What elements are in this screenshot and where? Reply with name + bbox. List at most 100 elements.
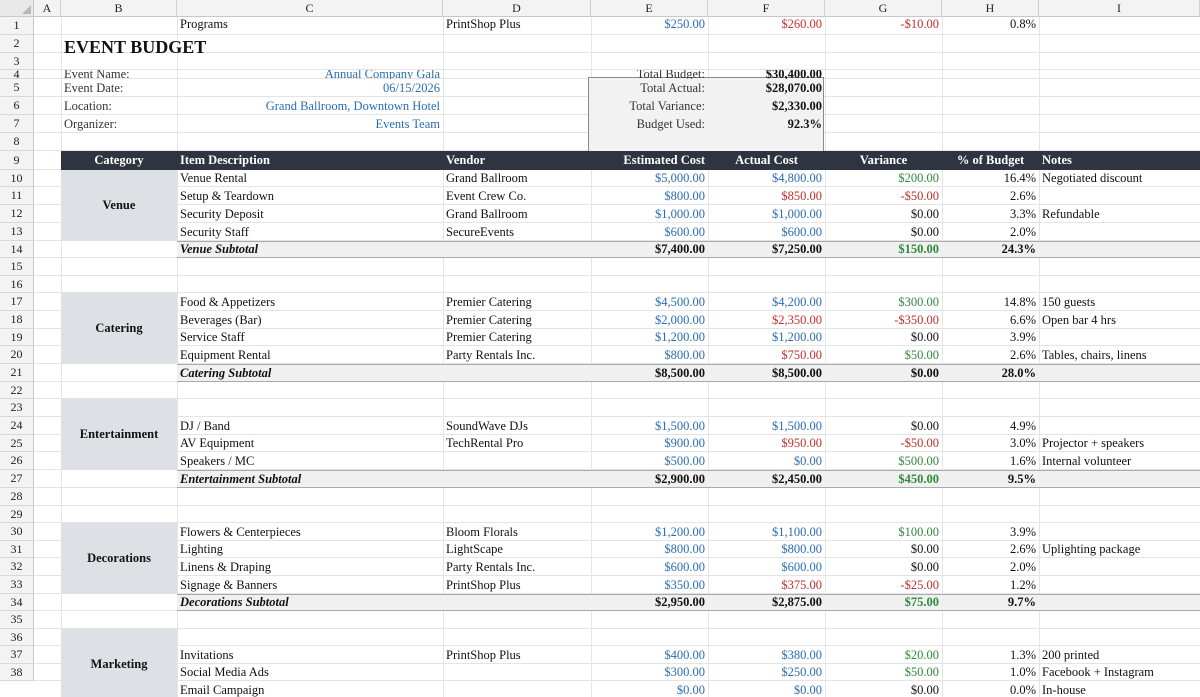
item-vendor[interactable] (443, 664, 591, 681)
row-header-25[interactable]: 25 (0, 435, 34, 452)
item-actual-cost[interactable]: $1,500.00 (772, 418, 822, 433)
row-header-2[interactable]: 2 (0, 35, 34, 53)
item-variance[interactable]: -$50.00 (900, 436, 939, 450)
item-variance[interactable]: -$50.00 (900, 188, 939, 203)
column-header-A[interactable]: A (34, 0, 61, 17)
item-vendor[interactable]: Premier Catering (446, 330, 532, 344)
item-variance[interactable]: $0.00 (910, 224, 939, 239)
item-estimated-cost[interactable]: $300.00 (664, 665, 705, 679)
item-estimated-cost[interactable]: $900.00 (664, 436, 705, 450)
item-estimated-cost[interactable]: $1,500.00 (655, 418, 705, 433)
column-header-H[interactable]: H (942, 0, 1039, 17)
item-notes[interactable]: Open bar 4 hrs (1042, 312, 1116, 327)
info-value[interactable]: Events Team (375, 116, 440, 131)
item-notes[interactable]: Negotiated discount (1042, 171, 1143, 185)
row-header-28[interactable]: 28 (0, 488, 34, 506)
select-all-corner[interactable] (0, 0, 34, 17)
row-header-37[interactable]: 37 (0, 646, 34, 664)
item-estimated-cost[interactable]: $500.00 (664, 453, 705, 468)
item-actual-cost[interactable]: $850.00 (781, 188, 822, 203)
item-percent-of-budget[interactable]: 2.0% (1009, 559, 1036, 574)
item-vendor[interactable] (443, 681, 591, 697)
item-estimated-cost[interactable]: $600.00 (664, 224, 705, 239)
item-description[interactable]: Security Deposit (180, 206, 264, 221)
item-vendor[interactable]: PrintShop Plus (446, 577, 521, 592)
item-actual-cost[interactable]: $1,200.00 (772, 330, 822, 344)
item-variance[interactable]: -$10.00 (900, 17, 939, 31)
item-percent-of-budget[interactable]: 14.8% (1003, 294, 1036, 309)
item-variance[interactable]: $20.00 (904, 647, 939, 662)
item-vendor[interactable]: PrintShop Plus (446, 647, 521, 662)
item-estimated-cost[interactable]: $350.00 (664, 577, 705, 592)
item-estimated-cost[interactable]: $0.00 (676, 682, 705, 697)
item-description[interactable]: Flowers & Centerpieces (180, 524, 301, 539)
row-header-22[interactable]: 22 (0, 382, 34, 399)
category-cell[interactable]: Entertainment (61, 399, 177, 470)
item-actual-cost[interactable]: $950.00 (781, 436, 822, 450)
category-cell[interactable]: Marketing (61, 629, 177, 697)
column-header-I[interactable]: I (1039, 0, 1200, 17)
item-notes[interactable]: Tables, chairs, linens (1042, 347, 1147, 362)
row-header-36[interactable]: 36 (0, 629, 34, 646)
item-description[interactable]: Linens & Draping (180, 559, 271, 574)
item-percent-of-budget[interactable]: 2.0% (1009, 224, 1036, 239)
item-percent-of-budget[interactable]: 3.3% (1009, 206, 1036, 221)
item-actual-cost[interactable]: $375.00 (781, 577, 822, 592)
item-actual-cost[interactable]: $2,350.00 (772, 312, 822, 327)
item-percent-of-budget[interactable]: 1.3% (1009, 647, 1036, 662)
item-variance[interactable]: $0.00 (910, 542, 939, 556)
row-header-21[interactable]: 21 (0, 364, 34, 382)
item-description[interactable]: Food & Appetizers (180, 294, 276, 309)
column-header-C[interactable]: C (177, 0, 443, 17)
item-vendor[interactable] (443, 452, 591, 470)
item-estimated-cost[interactable]: $800.00 (664, 347, 705, 362)
item-notes[interactable]: Internal volunteer (1042, 453, 1132, 468)
item-actual-cost[interactable]: $0.00 (793, 682, 822, 697)
item-actual-cost[interactable]: $600.00 (781, 224, 822, 239)
item-percent-of-budget[interactable]: 4.9% (1009, 418, 1036, 433)
item-estimated-cost[interactable]: $800.00 (664, 542, 705, 556)
item-percent-of-budget[interactable]: 2.6% (1009, 188, 1036, 203)
item-actual-cost[interactable]: $1,100.00 (772, 524, 822, 539)
item-actual-cost[interactable]: $750.00 (781, 347, 822, 362)
row-header-18[interactable]: 18 (0, 311, 34, 329)
column-header-B[interactable]: B (61, 0, 177, 17)
item-description[interactable]: Venue Rental (180, 171, 247, 185)
item-vendor[interactable]: Premier Catering (446, 312, 532, 327)
column-header-F[interactable]: F (708, 0, 825, 17)
item-variance[interactable]: $50.00 (904, 665, 939, 679)
item-actual-cost[interactable]: $0.00 (793, 453, 822, 468)
item-percent-of-budget[interactable]: 0.0% (1009, 682, 1036, 697)
item-actual-cost[interactable]: $800.00 (781, 542, 822, 556)
item-vendor[interactable]: Bloom Florals (446, 524, 518, 539)
category-cell[interactable]: Venue (61, 170, 177, 241)
item-percent-of-budget[interactable]: 3.9% (1009, 524, 1036, 539)
item-estimated-cost[interactable]: $5,000.00 (655, 171, 705, 185)
row-header-11[interactable]: 11 (0, 187, 34, 205)
item-description[interactable]: Email Campaign (180, 682, 265, 697)
item-variance[interactable]: $0.00 (910, 330, 939, 344)
item-percent-of-budget[interactable]: 3.0% (1009, 436, 1036, 450)
row-header-33[interactable]: 33 (0, 576, 34, 594)
row-header-31[interactable]: 31 (0, 541, 34, 558)
category-cell[interactable]: Catering (61, 293, 177, 364)
item-notes[interactable]: 150 guests (1042, 294, 1096, 309)
item-description[interactable]: Security Staff (180, 224, 249, 239)
item-description[interactable]: AV Equipment (180, 436, 255, 450)
item-variance[interactable]: -$25.00 (900, 577, 939, 592)
item-variance[interactable]: $500.00 (898, 453, 939, 468)
column-header-D[interactable]: D (443, 0, 591, 17)
item-variance[interactable]: $100.00 (898, 524, 939, 539)
row-header-7[interactable]: 7 (0, 115, 34, 133)
item-vendor[interactable]: LightScape (446, 542, 503, 556)
row-header-20[interactable]: 20 (0, 346, 34, 364)
item-actual-cost[interactable]: $4,800.00 (772, 171, 822, 185)
item-notes[interactable]: Projector + speakers (1042, 436, 1145, 450)
item-estimated-cost[interactable]: $250.00 (664, 17, 705, 31)
category-cell[interactable]: Decorations (61, 523, 177, 594)
row-header-15[interactable]: 15 (0, 258, 34, 276)
item-notes[interactable] (1039, 523, 1200, 541)
row-header-8[interactable]: 8 (0, 133, 34, 151)
item-percent-of-budget[interactable]: 16.4% (1003, 171, 1036, 185)
